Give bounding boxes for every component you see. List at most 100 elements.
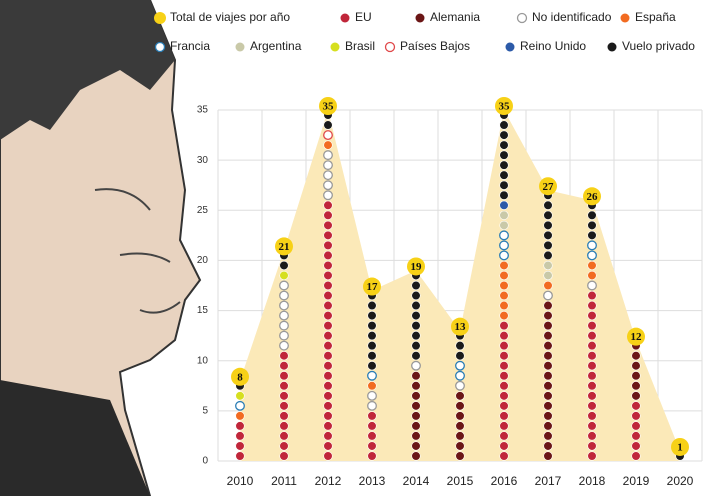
dot (544, 211, 553, 220)
dot (412, 301, 421, 310)
dot (412, 412, 421, 421)
dot (500, 351, 509, 360)
dot (500, 341, 509, 350)
dot (324, 211, 333, 220)
dot (544, 402, 553, 411)
dot-segment (368, 381, 377, 390)
dot (324, 291, 333, 300)
dot-segment (412, 371, 421, 460)
dot (368, 351, 377, 360)
dot (368, 301, 377, 310)
dot-segment (368, 371, 377, 380)
dot (324, 191, 333, 200)
dot-segment (236, 392, 245, 401)
y-tick-label: 35 (197, 105, 209, 116)
dot (324, 392, 333, 401)
dot (500, 321, 509, 330)
dot (280, 442, 289, 451)
dot (324, 452, 333, 461)
legend-label: Países Bajos (400, 39, 470, 53)
total-label: 35 (499, 101, 511, 113)
dot (280, 261, 289, 270)
legend-swatch (518, 14, 527, 23)
dot (500, 452, 509, 461)
dot (236, 432, 245, 441)
chart: 0510152025303582010212011352012172013192… (0, 0, 722, 496)
dot-segment (412, 271, 421, 360)
total-label: 1 (677, 442, 683, 454)
dot (236, 402, 245, 411)
dot (456, 341, 465, 350)
dot (368, 361, 377, 370)
dot (324, 321, 333, 330)
dot-segment (544, 281, 553, 290)
dot (368, 402, 377, 411)
dot (324, 442, 333, 451)
dot (588, 412, 597, 421)
dot (280, 301, 289, 310)
total-label: 19 (411, 261, 423, 273)
dot (588, 241, 597, 250)
total-label: 27 (543, 181, 555, 193)
dot (368, 412, 377, 421)
dot (632, 442, 641, 451)
dot (236, 422, 245, 431)
legend-label: Brasil (345, 39, 375, 53)
dot-segment (456, 331, 465, 360)
dot (500, 151, 509, 160)
y-tick-label: 20 (197, 255, 209, 266)
y-tick-label: 30 (197, 155, 209, 166)
dot (280, 311, 289, 320)
dot (544, 432, 553, 441)
dot (588, 251, 597, 260)
legend-swatch (236, 43, 245, 52)
dot-segment (456, 381, 465, 390)
dot (456, 452, 465, 461)
dot (500, 331, 509, 340)
dot (500, 442, 509, 451)
dot (588, 392, 597, 401)
dot (280, 341, 289, 350)
x-tick-label: 2019 (623, 474, 650, 488)
dot (544, 261, 553, 270)
dot (236, 452, 245, 461)
dot-segment (500, 231, 509, 260)
legend-swatch (341, 14, 350, 23)
dot-segment (412, 361, 421, 370)
dot (632, 351, 641, 360)
dot (500, 231, 509, 240)
legend-swatch (416, 14, 425, 23)
dot (632, 381, 641, 390)
dot (412, 281, 421, 290)
dot (236, 442, 245, 451)
dot (588, 371, 597, 380)
dot (324, 271, 333, 280)
legend-label: Vuelo privado (622, 39, 695, 53)
x-tick-label: 2015 (447, 474, 474, 488)
x-tick-label: 2012 (315, 474, 342, 488)
dot (500, 311, 509, 320)
dot (544, 221, 553, 230)
total-label: 12 (631, 331, 643, 343)
y-tick-label: 0 (202, 456, 208, 467)
legend-swatch (154, 12, 166, 24)
x-tick-label: 2017 (535, 474, 562, 488)
dot (544, 412, 553, 421)
dot (588, 271, 597, 280)
dot (324, 231, 333, 240)
dot (368, 371, 377, 380)
dot (280, 412, 289, 421)
dot (280, 351, 289, 360)
dot (324, 221, 333, 230)
dot (500, 432, 509, 441)
legend-label: Francia (170, 39, 210, 53)
dot (544, 351, 553, 360)
dot (324, 361, 333, 370)
dot (588, 221, 597, 230)
dot (280, 281, 289, 290)
dot (368, 311, 377, 320)
dot (412, 331, 421, 340)
y-tick-label: 15 (197, 305, 209, 316)
dot (368, 341, 377, 350)
legend-label: Argentina (250, 39, 302, 53)
